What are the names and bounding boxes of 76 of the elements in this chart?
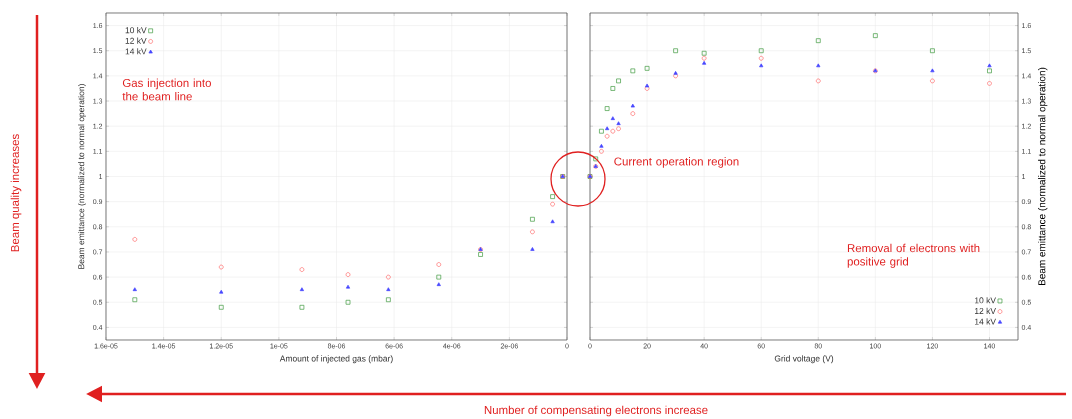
legend-label: 10 kV xyxy=(125,26,147,34)
point xyxy=(436,282,441,287)
point xyxy=(930,78,935,84)
point xyxy=(436,274,442,280)
point xyxy=(644,65,650,71)
point xyxy=(673,48,678,54)
point xyxy=(345,299,351,305)
point xyxy=(815,78,821,84)
point xyxy=(604,106,610,111)
point xyxy=(219,289,224,294)
point xyxy=(132,297,138,303)
point xyxy=(630,111,636,116)
point xyxy=(673,73,678,79)
point xyxy=(630,103,635,108)
y-axis-title: Beam emittance (normalized to normal operation) xyxy=(78,84,86,269)
point xyxy=(610,86,616,91)
point xyxy=(599,128,604,134)
point xyxy=(759,63,764,68)
x-axis-title: Amount of injected gas (mbar) xyxy=(279,355,393,364)
annotation: Removal of electrons with positive grid xyxy=(847,243,980,268)
point xyxy=(616,121,621,126)
point xyxy=(386,274,391,280)
point xyxy=(605,126,610,131)
point xyxy=(930,48,935,54)
legend-label: 12 kV xyxy=(974,307,996,314)
point xyxy=(132,287,137,292)
point xyxy=(815,38,821,44)
point xyxy=(987,63,992,68)
point xyxy=(550,219,555,224)
legend-label: 14 kV xyxy=(125,48,147,55)
text: Beam quality increases xyxy=(10,134,22,252)
point xyxy=(345,284,351,289)
point xyxy=(987,68,992,74)
point xyxy=(530,216,535,222)
point xyxy=(478,252,483,257)
point xyxy=(386,297,391,303)
point xyxy=(987,81,992,86)
point xyxy=(816,63,821,68)
point xyxy=(550,201,555,207)
point xyxy=(299,267,305,272)
point xyxy=(616,78,621,84)
point xyxy=(701,50,707,56)
point xyxy=(599,143,604,148)
point xyxy=(610,128,616,134)
point xyxy=(630,68,636,74)
point xyxy=(673,71,678,75)
point xyxy=(702,60,707,65)
point xyxy=(599,149,604,154)
point xyxy=(345,272,351,277)
point xyxy=(218,304,224,310)
point xyxy=(593,156,599,162)
legend-label: 10 kV xyxy=(974,297,996,304)
legend-label: 14 kV xyxy=(974,318,996,325)
point xyxy=(550,194,555,199)
point xyxy=(604,133,610,139)
point xyxy=(132,237,138,242)
point xyxy=(218,264,224,270)
point xyxy=(386,287,391,292)
y-axis-title: Beam emittance (normalized to normal operation) xyxy=(1038,67,1048,286)
x-axis-title: Grid voltage (V) xyxy=(774,355,834,364)
legend-label: 12 kV xyxy=(125,37,147,44)
point xyxy=(530,247,535,251)
point xyxy=(873,33,878,38)
point xyxy=(701,55,707,61)
annotation: Gas injection into the beam line xyxy=(122,78,211,101)
point xyxy=(530,229,535,235)
point xyxy=(610,116,615,120)
point xyxy=(616,126,621,132)
point xyxy=(758,55,764,61)
point xyxy=(758,48,764,54)
annotation: Current operation region xyxy=(614,157,739,168)
point xyxy=(436,262,442,267)
point xyxy=(930,68,935,73)
text: Number of compensating electrons increase xyxy=(484,405,708,417)
point xyxy=(299,287,304,292)
point xyxy=(299,304,305,310)
